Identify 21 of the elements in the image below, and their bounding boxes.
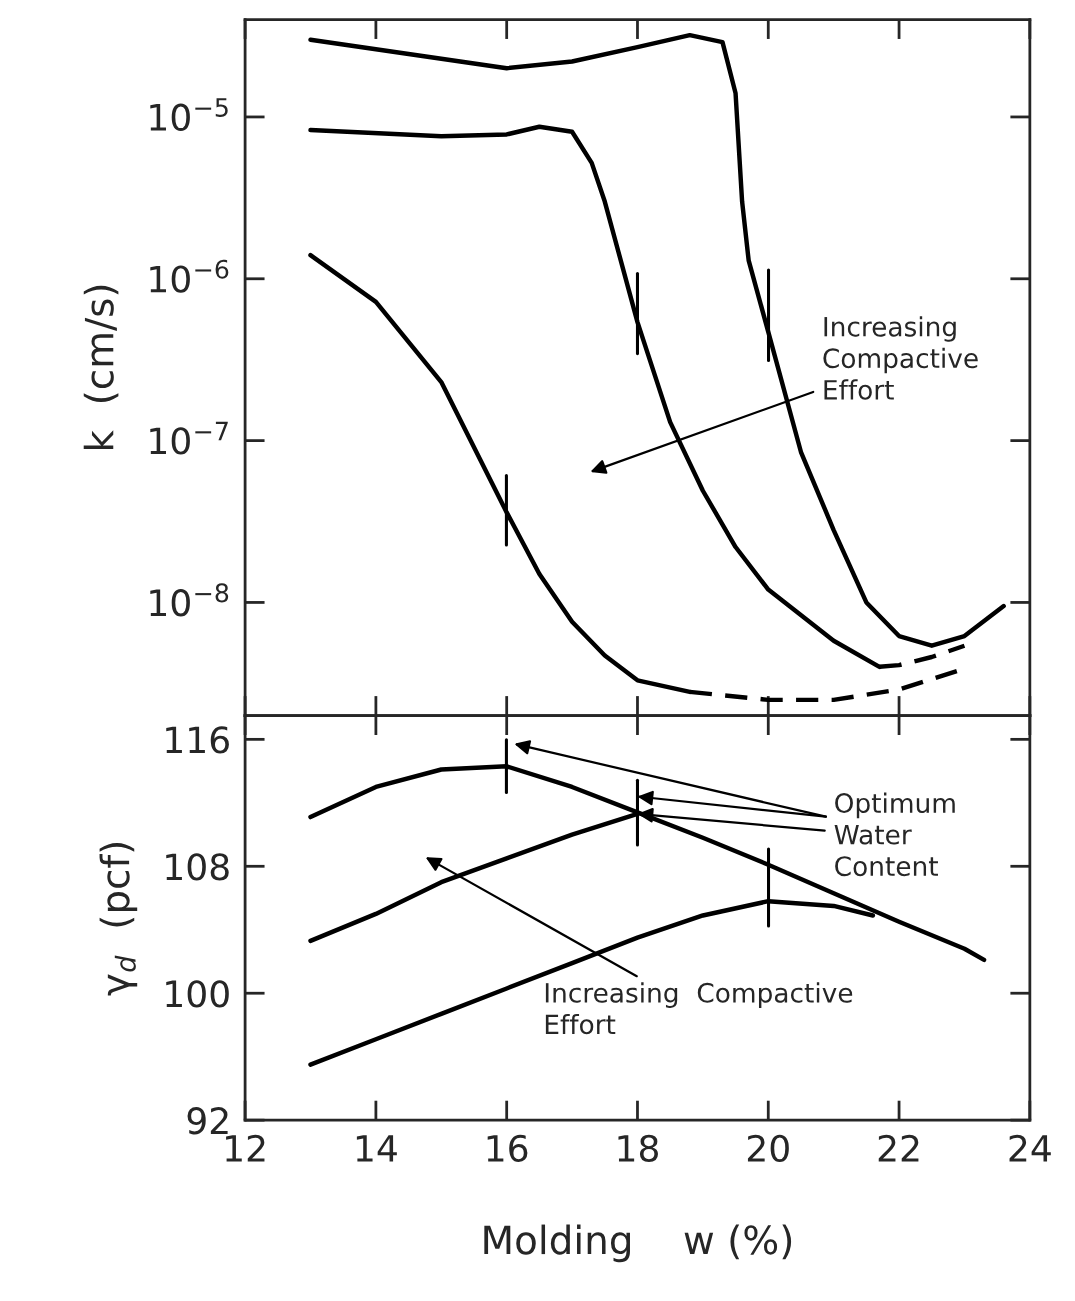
y-tick-label: 116	[166, 726, 229, 754]
annotation: Increasing Compactive Effort	[823, 316, 978, 400]
x-tick-label: 12	[226, 1134, 265, 1162]
x-axis-title: Molding w (%)	[484, 1224, 792, 1263]
x-tick-label: 14	[356, 1135, 397, 1162]
x-tick-label: 20	[747, 1134, 789, 1162]
y-tick-label: 100	[166, 980, 229, 1008]
y-axis-title: γ$_{d}$ (pcf)	[99, 843, 138, 996]
y-axis-title: k (cm/s)	[83, 285, 119, 450]
y-tick-label: 10$^{−8}$	[150, 583, 229, 617]
y-tick-label: 108	[166, 853, 229, 881]
x-tick-label: 24	[1009, 1134, 1051, 1162]
x-tick-label: 18	[618, 1134, 658, 1162]
y-tick-label: 10$^{−6}$	[150, 259, 229, 293]
y-tick-label: 92	[187, 1107, 228, 1135]
x-tick-label: 22	[878, 1134, 919, 1162]
y-tick-label: 10$^{−5}$	[150, 98, 228, 131]
annotation: Optimum Water Content	[834, 792, 955, 877]
x-tick-label: 16	[487, 1134, 528, 1162]
annotation: Increasing Compactive Effort	[545, 982, 853, 1035]
y-tick-label: 10$^{−7}$	[150, 421, 228, 455]
